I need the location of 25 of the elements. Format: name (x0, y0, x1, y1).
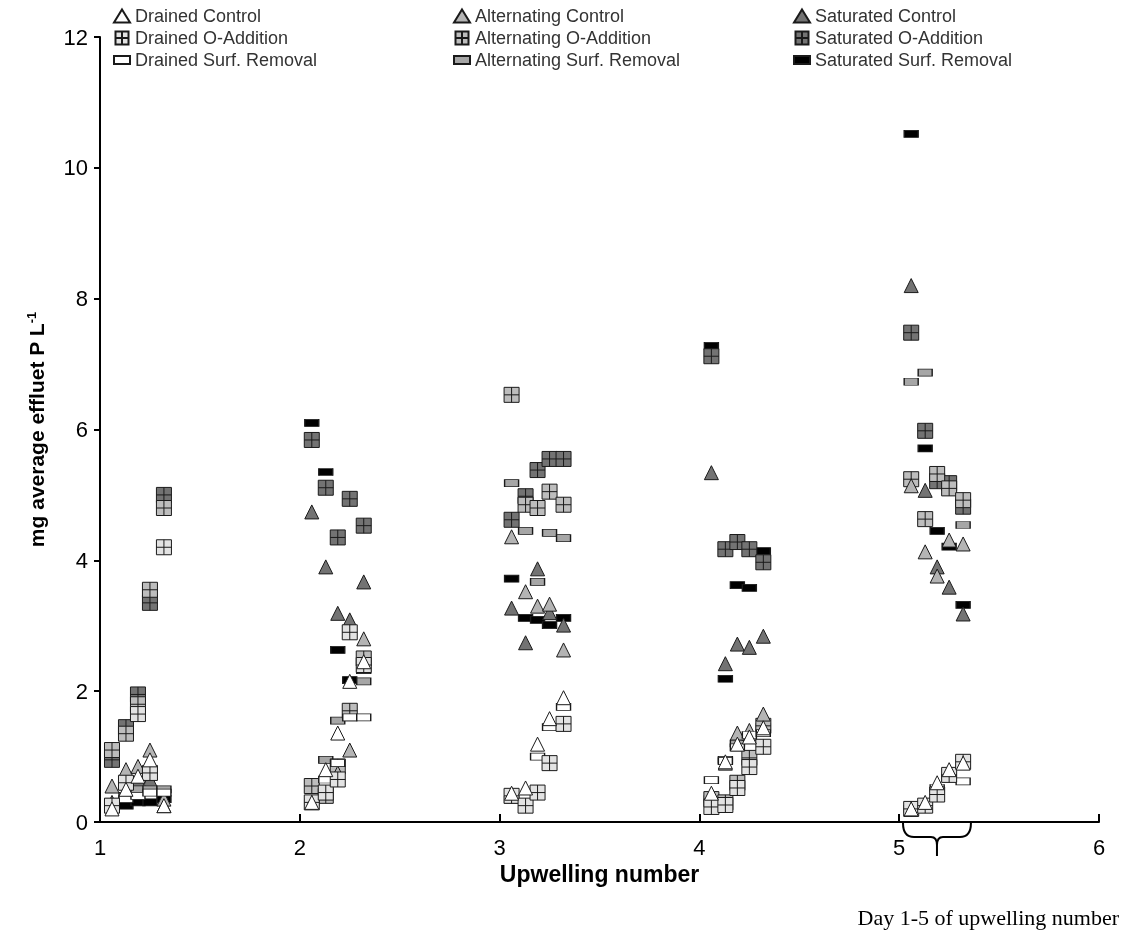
y-tick-label: 8 (75, 286, 88, 312)
y-tick-label: 12 (63, 24, 88, 50)
x-tick-label: 5 (893, 834, 906, 860)
legend-label: Alternating Surf. Removal (475, 50, 681, 70)
legend-label: Drained O-Addition (135, 28, 289, 48)
legend-label: Saturated Control (815, 6, 957, 26)
x-tick-label: 2 (293, 834, 306, 860)
y-tick-label: 2 (75, 678, 88, 704)
legend-label: Alternating O-Addition (475, 28, 652, 48)
x-tick-label: 3 (493, 834, 506, 860)
y-tick-label: 10 (63, 155, 88, 181)
legend-label: Drained Control (135, 6, 262, 26)
y-axis-title: mg average effluet P L-1 (24, 311, 48, 548)
legend-label: Alternating Control (475, 6, 625, 26)
y-tick-label: 6 (75, 417, 88, 442)
x-tick-label: 6 (1092, 834, 1106, 860)
y-tick-label: 0 (75, 809, 88, 835)
text: Day 1-5 of upwelling number (857, 904, 1120, 930)
y-tick-label: 4 (75, 547, 88, 573)
legend-label: Saturated O-Addition (815, 28, 984, 48)
legend-label: Saturated Surf. Removal (815, 50, 1013, 70)
x-axis-title: Upwelling number (499, 861, 700, 888)
legend-label: Drained Surf. Removal (135, 50, 318, 70)
x-tick-label: 1 (93, 834, 107, 860)
x-tick-label: 4 (693, 834, 706, 860)
